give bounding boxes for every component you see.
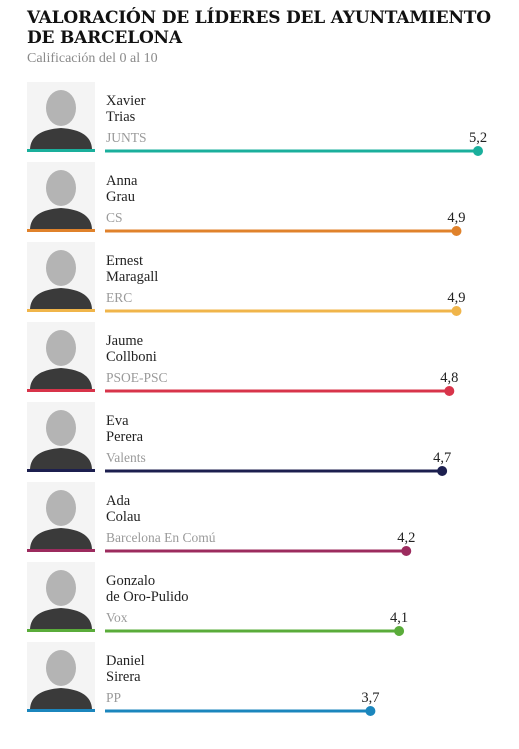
portrait-anna-grau	[27, 162, 95, 232]
leader-name-line: de Oro-Pulido	[106, 589, 189, 605]
party-label: Valents	[106, 450, 146, 465]
leader-name-line: Grau	[106, 189, 135, 205]
value-label: 4,8	[440, 370, 458, 386]
leader-name-line: Trias	[106, 109, 136, 125]
portrait-ada-colau	[27, 482, 95, 552]
leader-name-line: Gonzalo	[106, 573, 155, 589]
leader-name-line: Jaume	[106, 333, 143, 349]
portrait-shoulders	[30, 608, 92, 629]
party-label: Vox	[106, 610, 128, 625]
value-label: 4,7	[433, 450, 451, 466]
leader-name-line: Ada	[106, 493, 131, 509]
party-label: PP	[106, 690, 121, 705]
portrait-underline	[27, 389, 95, 392]
portrait-head	[46, 650, 76, 686]
value-label: 4,2	[397, 530, 415, 546]
leader-name-line: Perera	[106, 429, 144, 445]
bar-dot	[401, 546, 412, 556]
portrait-underline	[27, 549, 95, 552]
portrait-daniel-sirera	[27, 642, 95, 712]
portrait-head	[46, 250, 76, 286]
portrait-eva-perera	[27, 402, 95, 472]
portrait-shoulders	[30, 688, 92, 709]
leader-name-line: Xavier	[106, 93, 146, 109]
portrait-underline	[27, 469, 95, 472]
portrait-shoulders	[30, 368, 92, 389]
portrait-gonzalo-de-oro-pulido	[27, 562, 95, 632]
leader-name-line: Anna	[106, 173, 138, 189]
value-label: 4,1	[390, 610, 408, 626]
party-label: PSOE-PSC	[106, 370, 168, 385]
portrait-ernest-maragall	[27, 242, 95, 312]
leader-name-line: Maragall	[106, 269, 158, 285]
bar-dot	[444, 386, 455, 396]
leader-name-line: Collboni	[106, 349, 157, 365]
value-label: 3,7	[361, 690, 379, 706]
portrait-head	[46, 490, 76, 526]
bar-dot	[365, 706, 376, 716]
leader-name-line: Sirera	[106, 669, 141, 685]
value-label: 4,9	[447, 290, 465, 306]
party-label: JUNTS	[106, 130, 147, 145]
portrait-head	[46, 410, 76, 446]
chart-subtitle: Calificación del 0 al 10	[27, 51, 158, 66]
portrait-head	[46, 90, 76, 126]
bar-dot	[473, 146, 483, 156]
portrait-shoulders	[30, 448, 92, 469]
leader-name-line: Eva	[106, 413, 129, 429]
bar-dot	[394, 626, 405, 636]
portrait-shoulders	[30, 288, 92, 309]
portrait-underline	[27, 629, 95, 632]
bar-dot	[451, 306, 462, 316]
value-label: 5,2	[469, 130, 487, 146]
portrait-head	[46, 570, 76, 606]
value-label: 4,9	[447, 210, 465, 226]
party-label: CS	[106, 210, 123, 225]
portrait-head	[46, 330, 76, 366]
portrait-underline	[27, 149, 95, 152]
portrait-jaume-collboni	[27, 322, 95, 392]
portrait-shoulders	[30, 208, 92, 229]
party-label: ERC	[106, 290, 132, 305]
party-label: Barcelona En Comú	[106, 530, 216, 545]
leader-name-line: Ernest	[106, 253, 143, 269]
portrait-xavier-trias	[27, 82, 95, 152]
chart-title: VALORACIÓN DE LÍDERES DEL AYUNTAMIENTO D…	[27, 8, 491, 48]
portrait-underline	[27, 229, 95, 232]
portrait-shoulders	[30, 128, 92, 149]
portrait-shoulders	[30, 528, 92, 549]
leader-name-line: Daniel	[106, 653, 145, 669]
portrait-underline	[27, 309, 95, 312]
leader-name-line: Colau	[106, 509, 141, 525]
portrait-head	[46, 170, 76, 206]
bar-dot	[437, 466, 448, 476]
portrait-underline	[27, 709, 95, 712]
bar-dot	[451, 226, 462, 236]
